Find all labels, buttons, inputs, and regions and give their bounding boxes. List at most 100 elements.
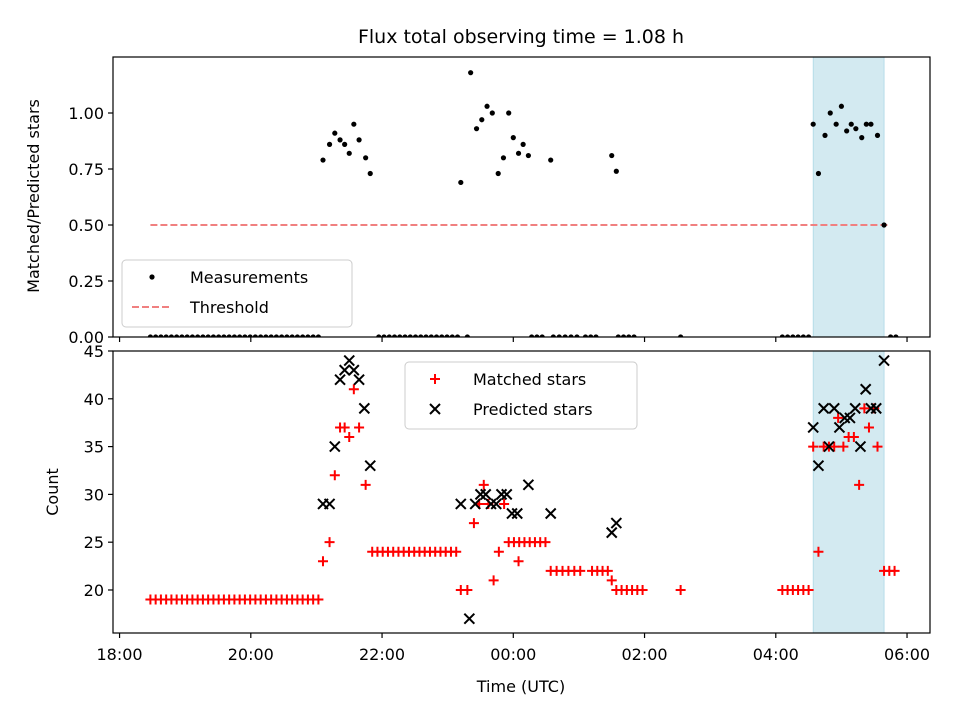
- y-tick-label: 40: [84, 390, 104, 409]
- matched-star-point: [317, 556, 328, 567]
- measurement-point: [609, 152, 615, 159]
- measurement-point: [444, 334, 450, 337]
- measurement-point: [195, 334, 201, 337]
- measurement-point: [231, 334, 238, 337]
- measurement-point: [784, 334, 791, 337]
- predicted-star-point: [878, 354, 890, 367]
- predicted-star-point: [495, 488, 508, 501]
- legend-marker-predicted: [429, 403, 441, 415]
- matched-star-point: [324, 537, 335, 548]
- measurement-point: [520, 141, 526, 147]
- measurement-point: [221, 334, 227, 337]
- matched-star-point: [854, 479, 865, 490]
- measurement-point: [252, 334, 259, 337]
- measurement-point: [320, 157, 326, 163]
- measurement-point: [539, 334, 545, 337]
- measurement-point: [351, 121, 357, 127]
- measurement-point: [258, 334, 264, 337]
- predicted-star-point: [833, 421, 846, 434]
- measurement-point: [822, 132, 828, 138]
- measurement-point: [363, 155, 369, 161]
- y-tick-label: 0.25: [68, 272, 104, 291]
- predicted-star-point: [469, 498, 481, 510]
- measurement-point: [893, 334, 899, 337]
- legend-label: Matched stars: [473, 370, 586, 389]
- measurement-point: [593, 334, 599, 337]
- measurement-point: [795, 334, 801, 337]
- predicted-star-point: [844, 412, 856, 424]
- y-tick-label: 30: [84, 485, 104, 504]
- predicted-star-point: [870, 402, 882, 415]
- matched-star-point: [863, 422, 874, 433]
- predicted-star-point: [455, 498, 467, 510]
- matched-star-point: [637, 584, 648, 595]
- measurement-point: [439, 334, 445, 337]
- matched-star-point: [468, 518, 479, 529]
- measurement-point: [613, 168, 619, 174]
- matched-star-point: [872, 441, 883, 452]
- measurement-point: [315, 334, 321, 337]
- measurement-point: [263, 334, 269, 337]
- measurement-point: [548, 157, 554, 163]
- predicted-star-point: [511, 507, 523, 520]
- measurement-point: [332, 130, 338, 136]
- measurement-point: [631, 334, 637, 337]
- measurement-point: [859, 135, 865, 141]
- y-tick-label: 25: [84, 533, 104, 552]
- measurement-point: [534, 334, 540, 337]
- measurement-point: [568, 334, 574, 337]
- measurement-point: [158, 334, 164, 337]
- predicted-star-point: [807, 421, 819, 434]
- measurement-point: [449, 334, 455, 337]
- measurement-point: [626, 334, 632, 337]
- measurement-point: [268, 334, 274, 337]
- measurement-point: [848, 121, 854, 127]
- measurement-point: [506, 110, 512, 116]
- matched-star-point: [329, 470, 340, 481]
- matched-star-point: [829, 441, 840, 452]
- predicted-star-point: [480, 488, 492, 501]
- measurement-point: [200, 334, 206, 337]
- matched-star-point: [833, 412, 844, 423]
- matched-star-point: [540, 537, 551, 548]
- measurement-point: [515, 150, 522, 156]
- measurement-point: [381, 334, 387, 337]
- matched-star-point: [488, 575, 499, 586]
- measurement-point: [226, 334, 232, 337]
- legend-label: Threshold: [189, 298, 269, 317]
- predicted-star-point: [859, 383, 872, 395]
- measurement-point: [800, 334, 806, 337]
- measurement-point: [844, 128, 850, 134]
- predicted-star-point: [838, 412, 851, 424]
- measurement-point: [525, 152, 531, 159]
- measurement-point: [529, 334, 535, 337]
- y-tick-label: 20: [84, 581, 104, 600]
- measurement-point: [550, 334, 556, 337]
- x-tick-label: 06:00: [884, 645, 930, 664]
- measurement-point: [153, 334, 159, 337]
- measurement-point: [168, 334, 175, 337]
- measurement-point: [294, 334, 300, 337]
- predicted-star-point: [854, 440, 867, 453]
- y-tick-label: 35: [84, 438, 104, 457]
- legend-marker-matched: [430, 374, 440, 384]
- measurement-point: [588, 334, 594, 337]
- matched-star-point: [889, 565, 900, 576]
- legend: Matched stars Predicted stars: [404, 361, 638, 430]
- matched-star-point: [348, 384, 359, 395]
- predicted-star-point: [474, 488, 487, 501]
- measurement-point: [326, 141, 333, 147]
- legend-box: [404, 361, 638, 430]
- matched-star-point: [575, 565, 586, 576]
- measurement-point: [412, 334, 419, 337]
- measurement-point: [473, 126, 480, 132]
- measurement-point: [367, 170, 373, 177]
- legend-box: [121, 259, 353, 328]
- matched-star-point: [344, 432, 355, 443]
- y-tick-label: 0.50: [68, 216, 104, 235]
- predicted-star-point: [522, 479, 535, 491]
- measurement-point: [620, 334, 627, 337]
- chart-title: Flux total observing time = 1.08 h: [358, 26, 684, 48]
- bottom-panel: 20 25 30 35 40 45 18:00 20:00 22:00 00:00 02:00 04:…: [84, 342, 931, 664]
